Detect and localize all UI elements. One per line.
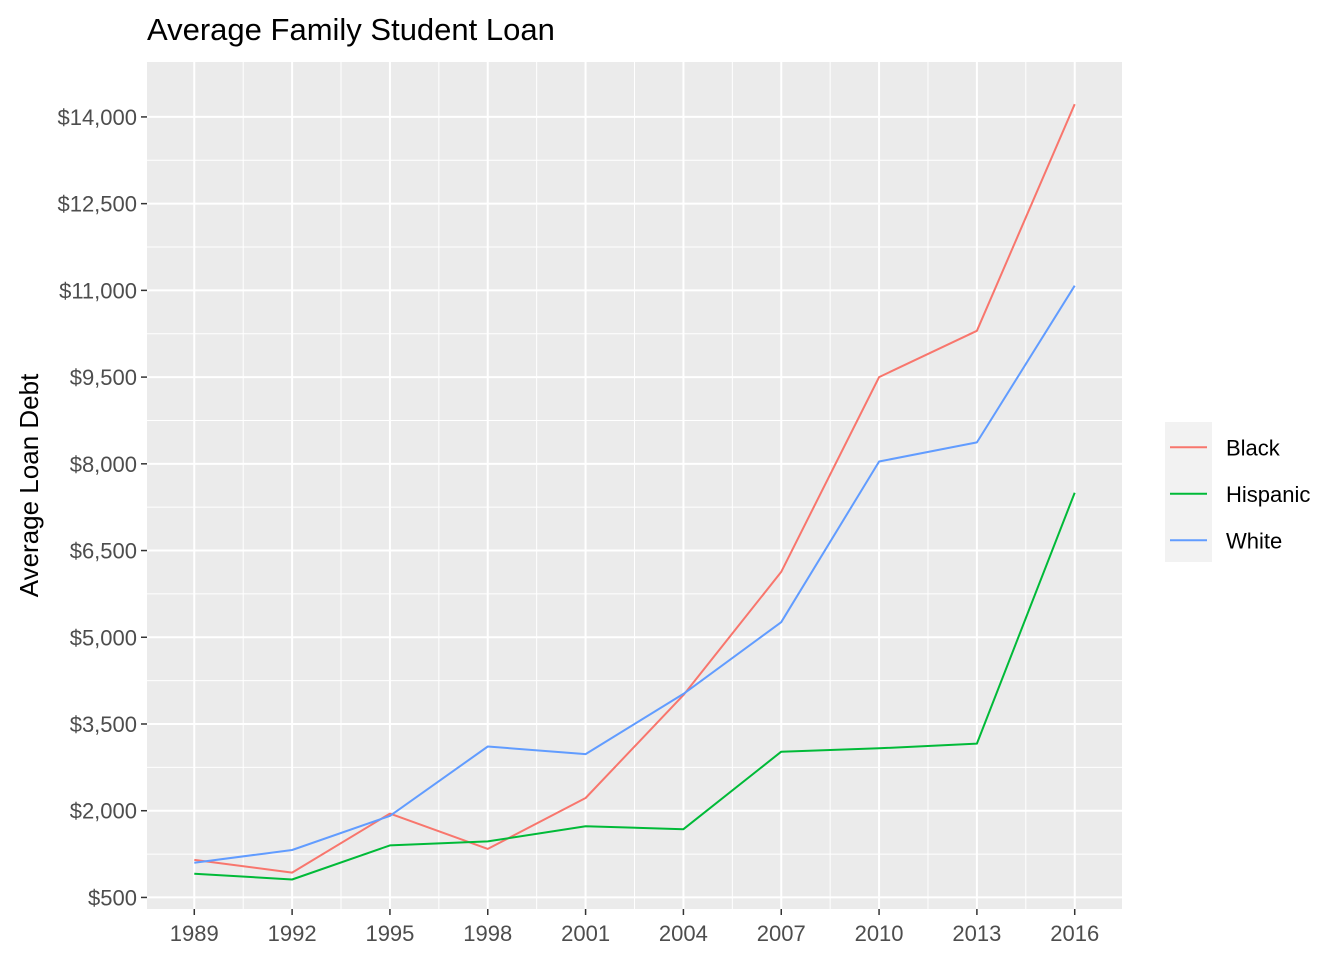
legend-label-black: Black (1226, 435, 1281, 460)
series-line-black (194, 103, 1076, 874)
series-lines (194, 103, 1076, 881)
x-tick-label: 2004 (659, 921, 708, 946)
y-tick-label: $14,000 (57, 105, 137, 130)
y-tick-label: $500 (88, 885, 137, 910)
chart-title: Average Family Student Loan (147, 12, 555, 47)
x-tick-label: 1992 (268, 921, 317, 946)
y-tick-label: $11,000 (59, 278, 137, 303)
y-tick-label: $9,500 (70, 365, 137, 390)
x-tick-label: 2010 (855, 921, 904, 946)
y-tick-label: $2,000 (70, 799, 137, 824)
legend: Black Hispanic White (1165, 422, 1310, 562)
axes: 1989 1992 1995 1998 2001 2004 2007 2010 2013 2016… (57, 105, 1099, 946)
x-tick-label: 1995 (365, 921, 414, 946)
x-tick-label: 2007 (757, 921, 806, 946)
legend-label-white: White (1226, 528, 1282, 553)
series-line-hispanic (194, 492, 1076, 881)
y-tick-label: $5,000 (70, 625, 137, 650)
y-tick-label: $8,000 (70, 452, 137, 477)
grid-lines (147, 62, 1122, 909)
x-tick-label: 1998 (463, 921, 512, 946)
legend-label-hispanic: Hispanic (1226, 482, 1310, 507)
x-tick-label: 2016 (1050, 921, 1099, 946)
y-tick-label: $6,500 (70, 539, 137, 564)
y-tick-label: $12,500 (57, 192, 137, 217)
x-tick-label: 2013 (952, 921, 1001, 946)
series-line-white (194, 285, 1076, 864)
y-axis-title: Average Loan Debt (14, 373, 44, 597)
legend-key-background (1165, 422, 1212, 562)
x-tick-label: 1989 (170, 921, 219, 946)
x-tick-label: 2001 (561, 921, 610, 946)
y-tick-label: $3,500 (70, 712, 137, 737)
